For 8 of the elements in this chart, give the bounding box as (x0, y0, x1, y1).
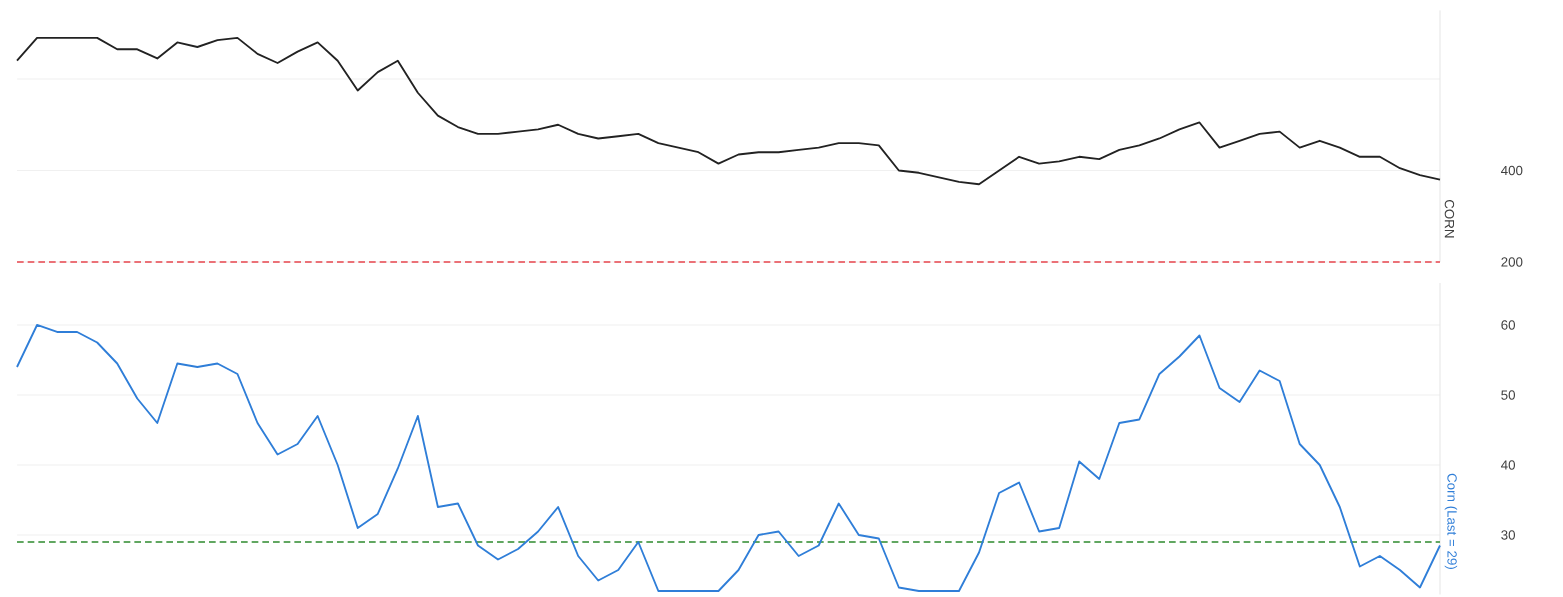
y-axis-title: Corn (Last = 29) (1444, 473, 1458, 569)
y-axis-title: CORN (1444, 199, 1455, 238)
y-tick-label: 50 (1501, 390, 1516, 400)
y-tick-label: 200 (1501, 257, 1523, 267)
y-tick-label: 400 (1501, 165, 1523, 176)
y-tick-label: 60 (1501, 320, 1516, 330)
y-tick-label: 30 (1501, 530, 1516, 540)
y-tick-label: 40 (1501, 460, 1516, 470)
